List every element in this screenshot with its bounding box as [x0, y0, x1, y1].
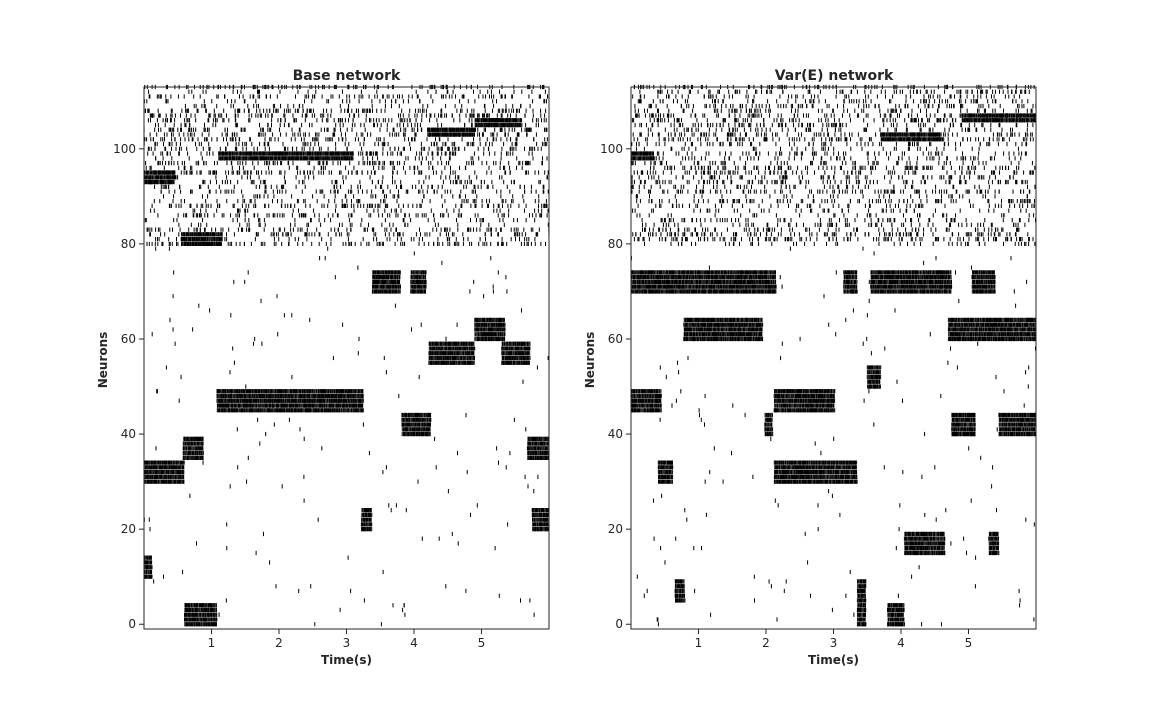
- spike-raster: [143, 84, 550, 627]
- chart-title: Base network: [293, 68, 401, 84]
